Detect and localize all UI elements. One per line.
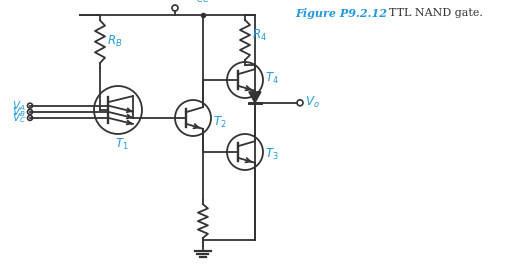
Text: $R_B$: $R_B$ (107, 34, 122, 49)
Text: Figure P9.2.12: Figure P9.2.12 (295, 8, 387, 19)
Text: $T_4$: $T_4$ (265, 70, 279, 86)
Text: $T_2$: $T_2$ (213, 114, 227, 130)
Text: $V_o$: $V_o$ (305, 95, 320, 110)
Text: $T_3$: $T_3$ (265, 147, 279, 162)
Text: TTL NAND gate.: TTL NAND gate. (382, 8, 483, 18)
Circle shape (27, 103, 33, 108)
Circle shape (172, 5, 178, 11)
Text: $V_A$: $V_A$ (13, 99, 26, 113)
Text: $V_C$: $V_C$ (12, 111, 26, 125)
Text: $T_1$: $T_1$ (115, 137, 129, 152)
Circle shape (27, 116, 33, 120)
Polygon shape (249, 92, 261, 103)
Text: $R_4$: $R_4$ (252, 28, 267, 43)
Text: $V_B$: $V_B$ (13, 105, 26, 119)
Circle shape (297, 100, 303, 106)
Text: $+V_{CC}$: $+V_{CC}$ (179, 0, 211, 5)
Circle shape (27, 109, 33, 114)
